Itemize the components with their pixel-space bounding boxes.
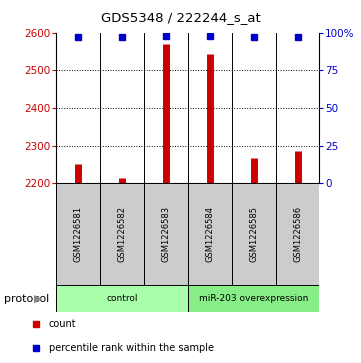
Bar <box>188 285 319 312</box>
Bar <box>188 183 232 285</box>
Text: protocol: protocol <box>4 294 49 303</box>
Bar <box>275 183 319 285</box>
Text: GSM1226582: GSM1226582 <box>117 206 126 262</box>
Text: GSM1226584: GSM1226584 <box>205 206 214 262</box>
Text: GDS5348 / 222244_s_at: GDS5348 / 222244_s_at <box>101 11 260 24</box>
Text: GSM1226581: GSM1226581 <box>73 206 82 262</box>
Bar <box>232 183 275 285</box>
Text: GSM1226583: GSM1226583 <box>161 206 170 262</box>
Text: control: control <box>106 294 138 303</box>
Bar <box>144 183 188 285</box>
Text: GSM1226586: GSM1226586 <box>293 206 302 262</box>
Text: ▶: ▶ <box>34 294 42 303</box>
Text: miR-203 overexpression: miR-203 overexpression <box>199 294 308 303</box>
Bar <box>56 183 100 285</box>
Text: count: count <box>49 319 77 329</box>
Bar <box>100 183 144 285</box>
Text: GSM1226585: GSM1226585 <box>249 206 258 262</box>
Text: percentile rank within the sample: percentile rank within the sample <box>49 343 214 352</box>
Bar <box>56 285 188 312</box>
